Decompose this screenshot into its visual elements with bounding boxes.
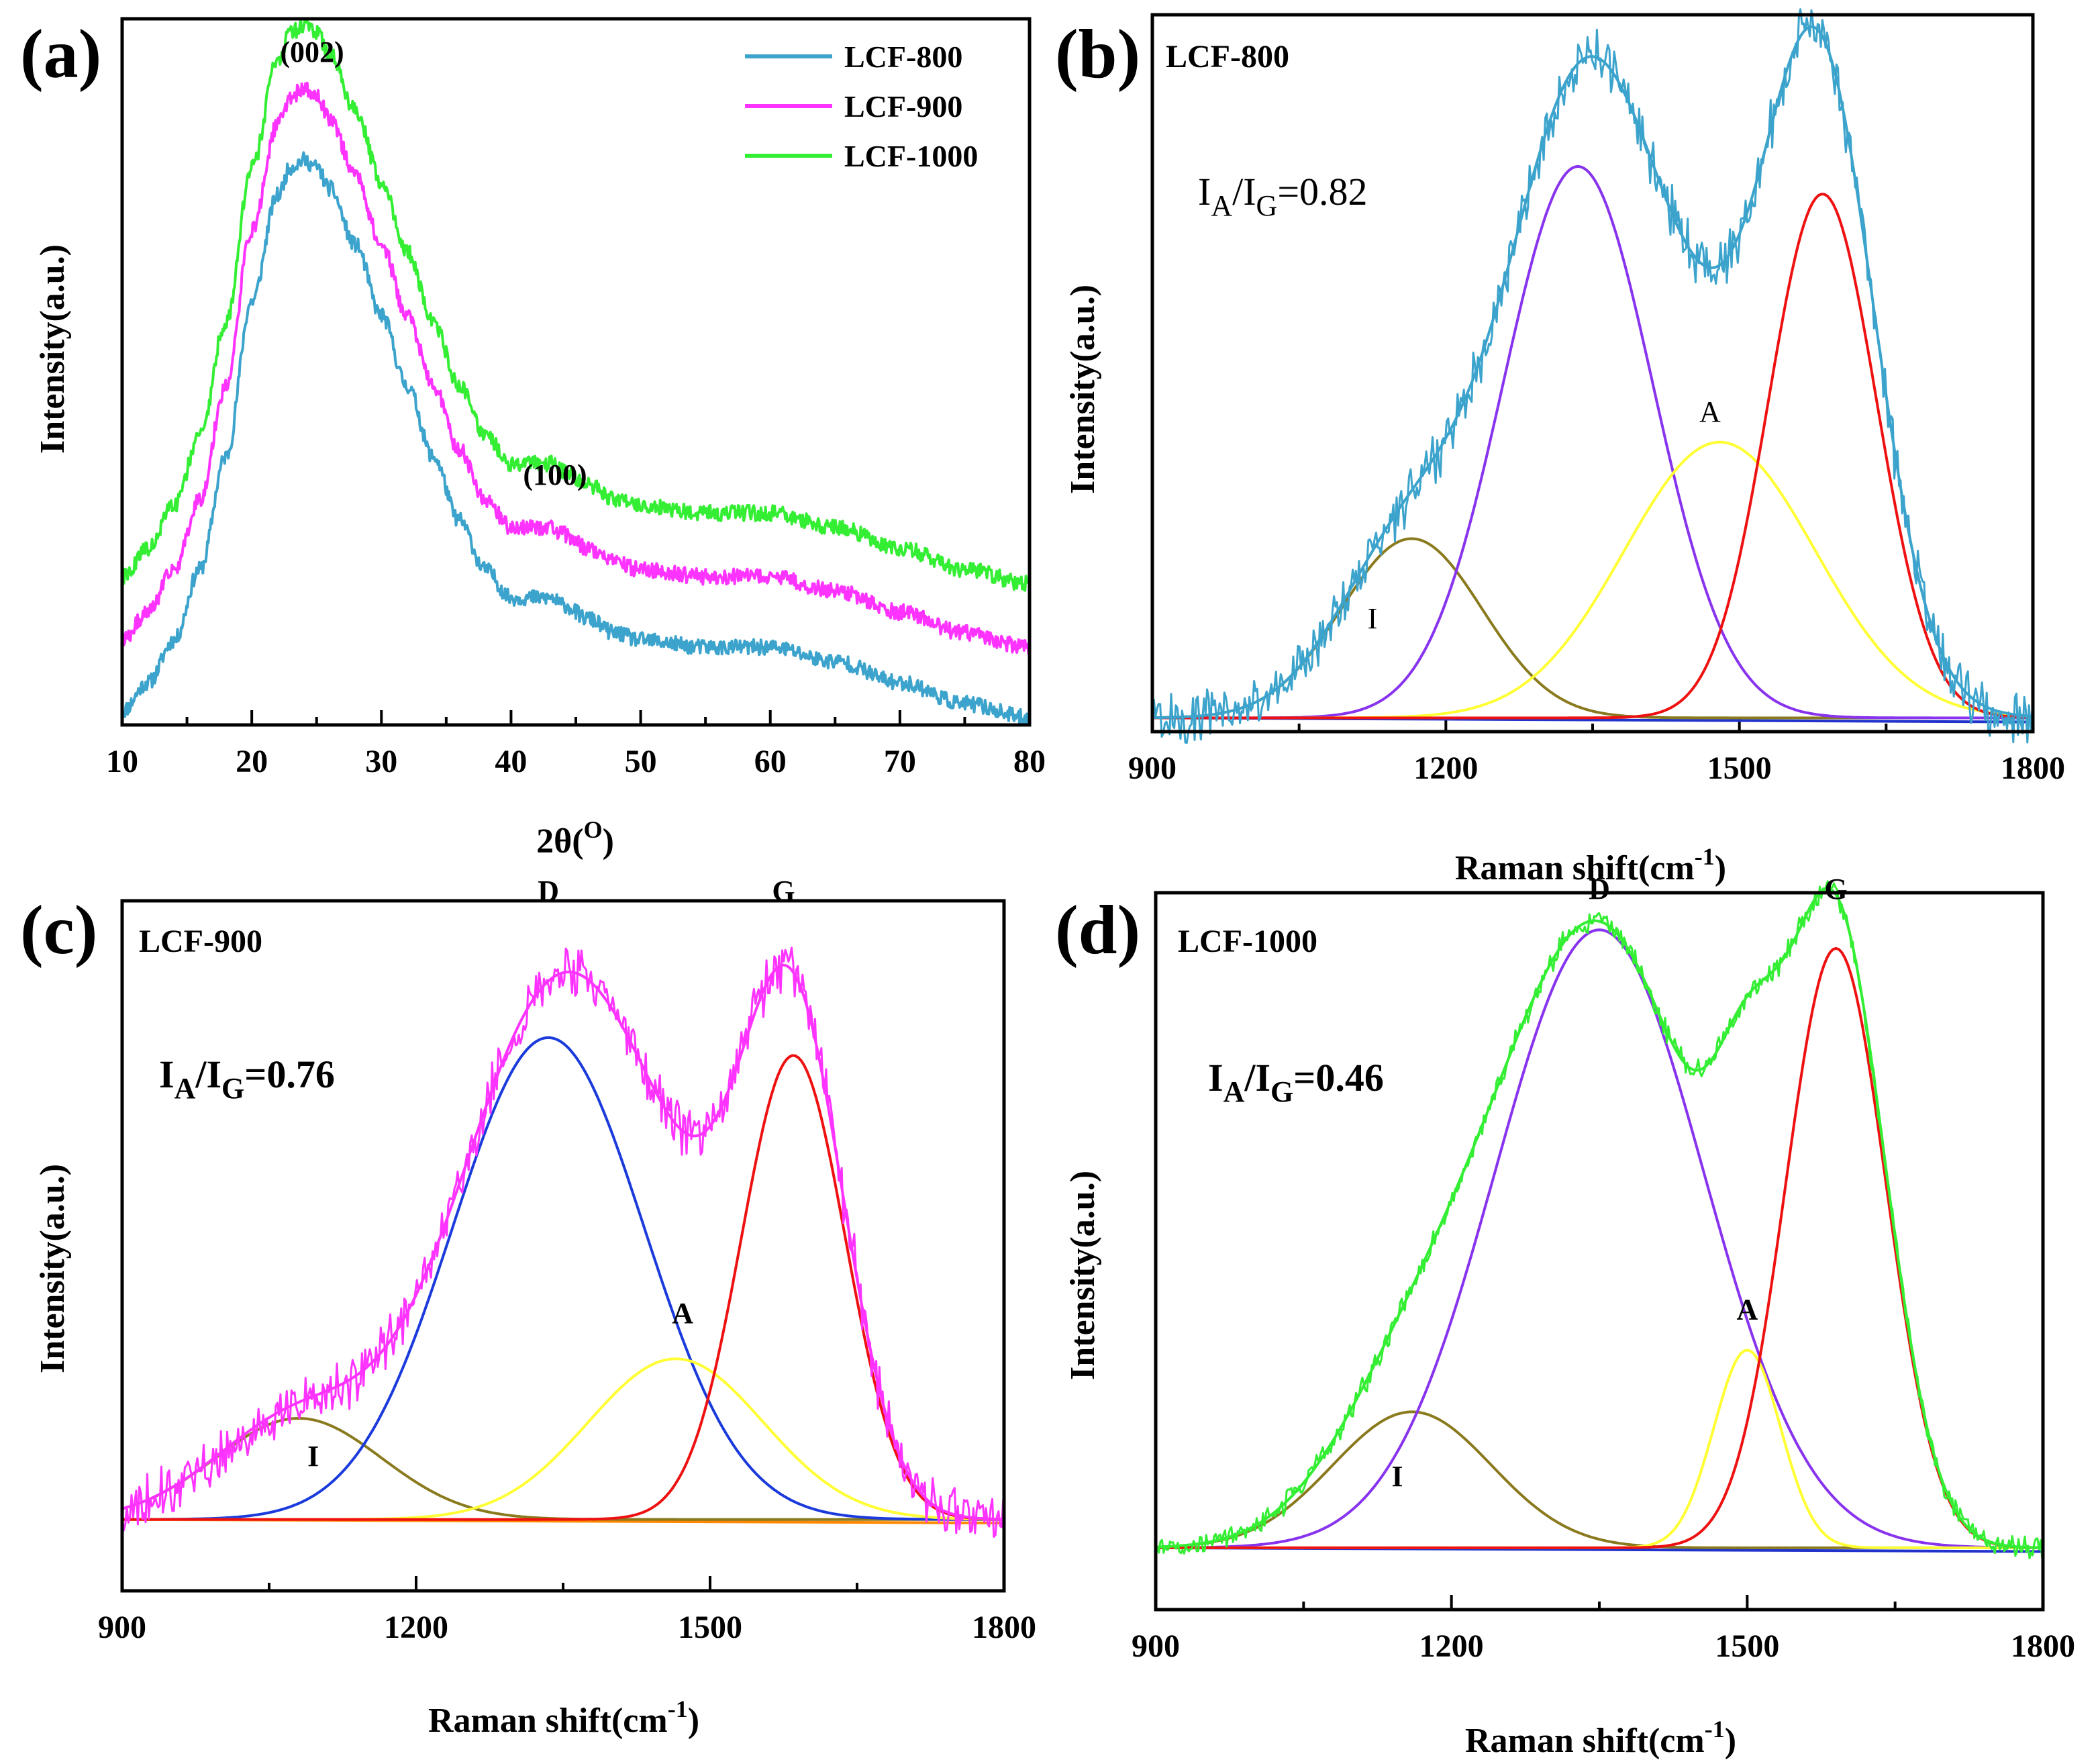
panel-a-legend: LCF-800 LCF-900 LCF-1000 [745,40,978,173]
panel-b-sample-name: LCF-800 [1166,39,1289,75]
band-G-label: G [1824,873,1847,905]
panel-d-ylabel: Intensity(a.u.) [1064,1171,1102,1380]
panel-a-plot-area: 10 20 30 40 50 60 70 80 [106,17,1046,779]
band-D-label: D [538,875,559,908]
x-tick-label: 80 [1013,744,1046,779]
x-tick-label: 1200 [384,1610,448,1645]
x-tick-label: 60 [754,744,787,779]
xrd-series-lcf-800 [121,151,1031,727]
panel-b-label: (b) [1055,15,1140,93]
band-D-label: D [1589,873,1610,905]
x-tick-label: 1500 [1707,750,1772,786]
panel-d-label: (d) [1055,891,1140,969]
panel-d-raman-lcf-1000: (d) Intensity(a.u.) Raman shift(cm-1) 90… [1055,873,2075,1760]
panel-c-label: (c) [20,891,97,969]
x-tick-label: 1200 [1419,1628,1484,1664]
band-A-label: A [672,1297,693,1330]
cumulative-fit-curve [1154,887,2044,1549]
panel-a-xlabel: 2θ(O) [536,816,614,861]
x-tick-label: 10 [106,744,138,779]
panel-a-ylabel: Intensity(a.u.) [34,244,72,454]
x-tick-label: 20 [236,744,268,779]
panel-b-ylabel: Intensity(a.u.) [1064,285,1102,494]
annotation-002: (002) [280,36,344,68]
band-D-curve [121,1036,1005,1521]
band-G-curve [121,1054,1005,1521]
panel-c-sample-name: LCF-900 [139,924,262,959]
band-G-curve [1151,193,2034,720]
panel-c-ylabel: Intensity(a.u.) [34,1164,72,1373]
legend-label-lcf-800: LCF-800 [844,40,962,74]
panel-d-ratio: IA/IG=0.46 [1208,1056,1384,1108]
panel-c-xlabel: Raman shift(cm-1) [428,1696,699,1740]
raman-data-curve [1154,880,2044,1560]
band-D-curve [1151,164,2034,720]
panel-d-axes-frame [1154,891,2045,1612]
panel-a-label: (a) [20,15,101,93]
legend-label-lcf-1000: LCF-1000 [844,139,978,173]
panel-a-axes-frame [120,17,1032,727]
x-tick-label: 70 [884,744,916,779]
band-A-label: A [1736,1293,1758,1326]
panel-b-raman-lcf-800: (b) Intensity(a.u.) Raman shift(cm-1) 90… [1055,8,2065,887]
band-G-curve [1154,946,2044,1549]
x-tick-label: 1800 [972,1610,1036,1645]
band-I-curve [1154,1410,2044,1549]
panel-c-plot-area: 900 1200 1500 1800 I D A G [98,875,1036,1645]
x-tick-label: 900 [98,1610,146,1645]
band-A-label: A [1699,395,1721,428]
x-tick-label: 50 [625,744,657,779]
panel-a-xrd: (a) Intensity(a.u.) 2θ(O) 10 20 30 40 50 60 70… [20,15,1046,861]
panel-c-ratio: IA/IG=0.76 [159,1052,335,1105]
panel-d-xlabel: Raman shift(cm-1) [1465,1716,1736,1760]
x-tick-label: 900 [1128,750,1177,786]
panel-b-xlabel: Raman shift(cm-1) [1455,843,1726,887]
band-G-label: G [772,875,795,908]
x-tick-label: 1800 [2001,750,2065,786]
xrd-series-lcf-900 [121,81,1031,655]
panel-c-axes-frame [120,899,1006,1593]
panel-b-axes-frame [1150,13,2035,734]
band-I-label: I [1368,602,1378,635]
panel-b-ratio: IA/IG=0.82 [1198,170,1368,222]
raman-data-curve [1151,8,2034,744]
x-tick-label: 1800 [2011,1628,2075,1664]
cumulative-fit-curve [121,963,1005,1521]
band-D-curve [1154,928,2044,1549]
band-I-label: I [1391,1460,1403,1493]
cumulative-fit-curve [1151,25,2034,720]
panel-c-raman-lcf-900: (c) Intensity(a.u.) Raman shift(cm-1) 90… [20,875,1036,1740]
xrd-series-lcf-1000 [121,17,1031,592]
x-tick-label: 1500 [1715,1628,1779,1664]
x-tick-label: 30 [365,744,397,779]
band-A-curve [1154,1349,2044,1549]
x-tick-label: 1500 [678,1610,742,1645]
panel-d-sample-name: LCF-1000 [1178,924,1317,959]
x-tick-label: 1200 [1413,750,1478,786]
x-tick-label: 40 [495,744,527,779]
annotation-100: (100) [523,458,587,491]
x-tick-label: 900 [1132,1628,1180,1664]
legend-label-lcf-900: LCF-900 [844,89,962,124]
band-I-label: I [307,1440,319,1473]
panel-d-plot-area: 900 1200 1500 1800 I D A G [1132,873,2075,1664]
